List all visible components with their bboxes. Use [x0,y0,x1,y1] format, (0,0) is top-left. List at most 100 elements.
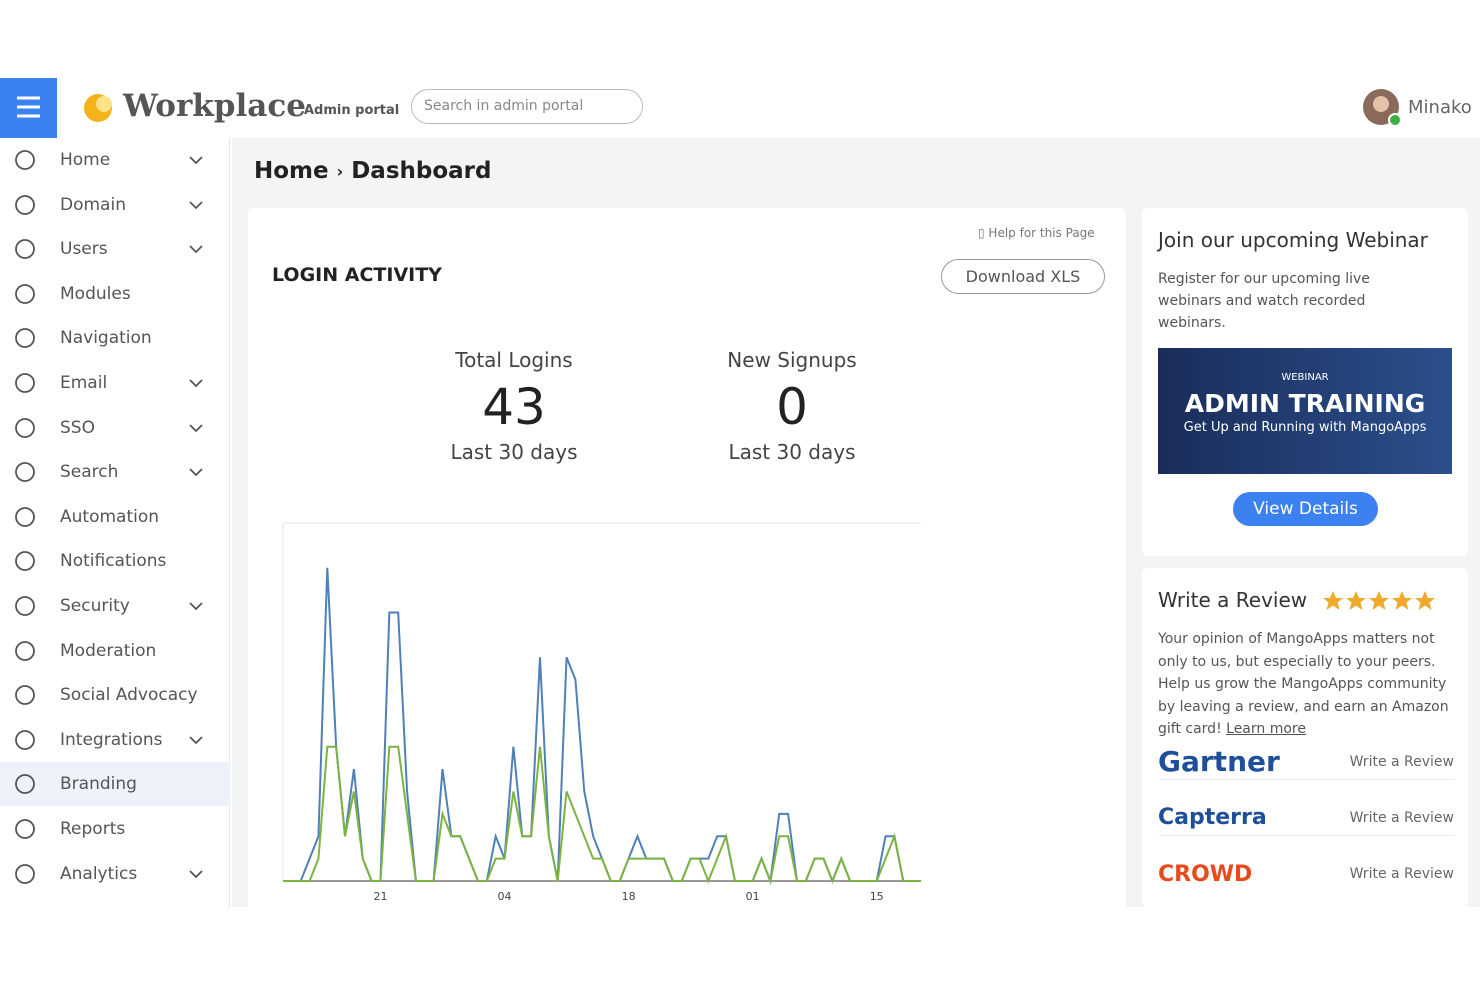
learn-more-link[interactable]: Learn more [1226,721,1306,738]
nav-item[interactable]: Branding [0,762,230,807]
avatar[interactable] [1362,88,1402,128]
nav-label[interactable]: Integrations [60,729,163,750]
sidebar: Home Domain Users Modules Navigation Email SSO… [0,138,230,907]
icon-shape [15,774,35,795]
nav-label[interactable]: Automation [60,506,160,527]
icon-shape [15,239,35,260]
webinar-title: Join our upcoming Webinar [1158,228,1428,252]
banner-subtitle: Get Up and Running with MangoApps [1183,420,1427,435]
series-line [283,567,921,885]
stat: New Signups 0 Last 30 days [662,348,922,464]
card-title: LOGIN ACTIVITY [272,264,442,286]
site-link[interactable]: Write a Review [1349,753,1454,770]
nav-label[interactable]: Home [60,150,111,170]
chevron[interactable] [188,601,204,611]
x-tick-label: 04 [498,890,512,903]
nav-label[interactable]: Security [60,596,130,616]
breadcrumb-item: Dashboard [351,158,492,184]
nav-icon [15,596,35,616]
chevron[interactable] [188,869,204,879]
nav-item[interactable]: Modules [0,272,230,316]
stat-value: 0 [776,378,808,436]
nav-item[interactable]: Integrations [0,718,230,762]
nav-label[interactable]: Navigation [60,328,152,349]
banner-kicker: WEBINAR [1281,372,1329,383]
site-logo: CROWD [1158,861,1253,887]
chevron-shape [189,602,203,611]
search-input[interactable]: Search in admin portal [411,89,643,124]
download-button[interactable]: Download XLS [941,259,1105,294]
menu-button[interactable] [0,78,57,138]
nav-item[interactable]: Automation [0,495,230,539]
nav-label[interactable]: Analytics [60,863,138,884]
nav-item[interactable]: Search [0,450,230,494]
help-text[interactable]: Help for this Page [988,226,1095,240]
nav-label[interactable]: Modules [60,283,131,304]
nav-label[interactable]: Social Advocacy [60,685,198,706]
stat: Total Logins 43 Last 30 days [384,348,644,464]
nav-item[interactable]: Domain [0,183,230,227]
webinar-banner[interactable]: WEBINAR ADMIN TRAINING Get Up and Runnin… [1158,348,1452,474]
nav-item[interactable]: Security [0,584,230,628]
nav-icon [15,863,35,884]
chevron-shape [189,468,203,477]
review-card: Write a Review Your opinion of MangoApps… [1142,568,1468,908]
nav-label[interactable]: Moderation [60,640,157,661]
nav-label[interactable]: Reports [60,819,126,839]
icon-shape [15,283,35,304]
nav-item[interactable]: Notifications [0,539,230,583]
review-text: Your opinion of MangoApps matters not on… [1158,631,1449,738]
nav-item[interactable]: Reports [0,807,230,851]
nav-icon [15,239,35,260]
user-name[interactable]: Minako [1408,97,1472,118]
nav-item[interactable]: Email [0,361,230,405]
help-link[interactable]: ▯ Help for this Page [978,226,1095,240]
nav-label[interactable]: Search [60,462,119,483]
breadcrumb: Home › Dashboard [254,158,492,184]
nav-label[interactable]: SSO [60,417,95,438]
chevron[interactable] [188,735,204,745]
logo-icon [84,94,112,122]
nav-icon [15,729,35,750]
nav-icon [15,283,35,304]
chevron[interactable] [188,155,204,165]
x-tick-label: 21 [373,890,387,903]
nav-label[interactable]: Users [60,239,108,260]
nav-label[interactable]: Notifications [60,551,167,572]
nav-item[interactable]: Users [0,227,230,271]
series-line [283,745,921,885]
view-details-button[interactable]: View Details [1233,492,1378,526]
stat-value: 43 [482,378,546,436]
site-logo: Gartner [1158,745,1280,778]
nav-item[interactable]: Social Advocacy [0,673,230,717]
nav-label[interactable]: Domain [60,194,126,215]
nav-item[interactable]: Navigation [0,316,230,360]
chevron[interactable] [188,378,204,388]
banner-title: ADMIN TRAINING [1184,389,1426,418]
chevron[interactable] [188,244,204,254]
review-text-block: Your opinion of MangoApps matters not on… [1158,628,1458,741]
nav-icon [15,417,35,438]
chevron-shape [189,869,203,878]
breadcrumb-item[interactable]: Home [254,158,329,184]
nav-item[interactable]: Moderation [0,629,230,673]
nav-item[interactable]: Analytics [0,852,230,896]
site-link[interactable]: Write a Review [1349,809,1454,826]
chevron[interactable] [188,200,204,210]
webinar-card: Join our upcoming Webinar Register for o… [1142,208,1468,556]
nav-icon [15,462,35,483]
chevron[interactable] [188,423,204,433]
icon-shape [15,506,35,527]
icon-shape [15,417,35,438]
nav-item[interactable]: Home [0,138,230,182]
site-link[interactable]: Write a Review [1349,866,1454,882]
nav-item[interactable]: SSO [0,406,230,450]
chevron[interactable] [188,467,204,477]
chart: 21 04 18 01 15 [282,522,921,903]
chevron-shape [189,423,203,432]
chevron-shape [189,200,203,209]
nav-label[interactable]: Branding [60,774,137,795]
nav-label[interactable]: Email [60,373,108,393]
x-tick-label: 01 [746,890,760,903]
